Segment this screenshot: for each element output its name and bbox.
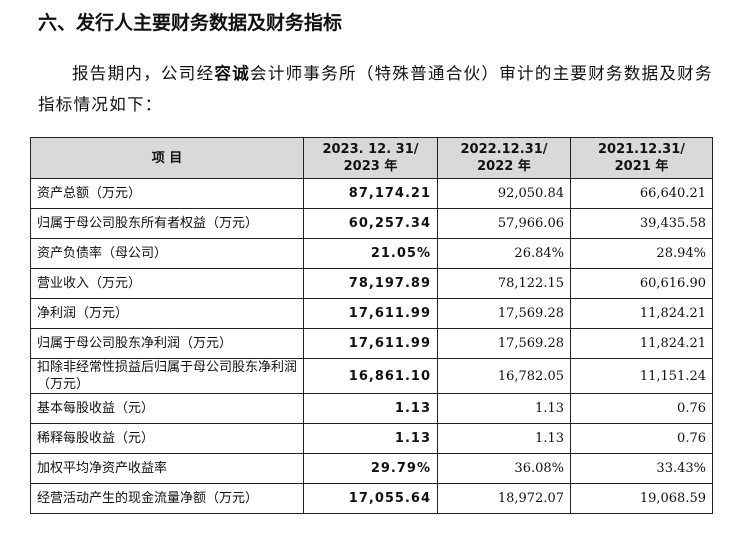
header-cell: 2023. 12. 31/2023 年 (303, 137, 438, 179)
table-cell: 33.43% (570, 453, 713, 484)
heading: 六、发行人主要财务数据及财务指标 (38, 12, 343, 34)
table-cell: 17,611.99 (303, 328, 438, 359)
table-cell: 净利润（万元） (30, 298, 304, 329)
table-cell: 11,824.21 (570, 328, 713, 359)
table-cell: 28.94% (570, 238, 713, 269)
table-row: 净利润（万元） 17,611.99 17,569.28 11,824.21 (30, 298, 713, 329)
table-cell: 92,050.84 (437, 178, 571, 209)
table-cell: 资产负债率（母公司） (30, 238, 304, 269)
table-cell: 1.13 (437, 393, 571, 424)
table-cell: 26.84% (437, 238, 571, 269)
header-line: 2021.12.31/ (598, 142, 685, 157)
table-cell: 19,068.59 (570, 483, 713, 514)
header-line: 2022.12.31/ (460, 142, 548, 157)
table-cell: 78,197.89 (303, 268, 438, 299)
header-cell: 项 目 (30, 137, 304, 179)
table-cell: 0.76 (570, 393, 713, 424)
table-cell: 21.05% (303, 238, 438, 269)
bold-text: 容诚 (214, 64, 251, 83)
table-cell: 36.08% (437, 453, 571, 484)
table-cell: 1.13 (303, 423, 438, 454)
table-cell: 扣除非经常性损益后归属于母公司股东净利润（万元） (30, 358, 304, 394)
table-cell: 营业收入（万元） (30, 268, 304, 299)
table-cell: 29.79% (303, 453, 438, 484)
header-line: 项 目 (151, 150, 183, 166)
table-cell: 归属于母公司股东所有者权益（万元） (30, 208, 304, 239)
table-cell: 17,055.64 (303, 483, 438, 514)
table-cell: 18,972.07 (437, 483, 571, 514)
table-cell: 基本每股收益（元） (30, 393, 304, 424)
table-cell: 87,174.21 (303, 178, 438, 209)
table-row: 加权平均净资产收益率 29.79% 36.08% 33.43% (30, 453, 713, 484)
table-cell: 11,824.21 (570, 298, 713, 329)
table-cell: 60,616.90 (570, 268, 713, 299)
table-cell: 经营活动产生的现金流量净额（万元） (30, 483, 304, 514)
table-cell: 78,122.15 (437, 268, 571, 299)
table-cell: 加权平均净资产收益率 (30, 453, 304, 484)
table-row: 稀释每股收益（元） 1.13 1.13 0.76 (30, 423, 713, 454)
table-row: 归属于母公司股东净利润（万元） 17,611.99 17,569.28 11,824.… (30, 328, 713, 359)
table-row: 归属于母公司股东所有者权益（万元） 60,257.34 57,966.06 39,43… (30, 208, 713, 239)
table-cell: 17,611.99 (303, 298, 438, 329)
table-cell: 归属于母公司股东净利润（万元） (30, 328, 304, 359)
paragraph: 报告期内，公司经容诚会计师事务所（特殊普通合伙）审计的主要财务数据及财务指标情况… (38, 58, 714, 120)
table-cell: 57,966.06 (437, 208, 571, 239)
table-row: 资产总额（万元） 87,174.21 92,050.84 66,640.21 (30, 178, 713, 209)
table-cell: 1.13 (437, 423, 571, 454)
header-line: 2023. 12. 31/ (322, 142, 419, 157)
text: 会计师事务所（特殊普通合伙）审计的主要财务数据及财务指标情况如下： (38, 64, 713, 114)
table-row: 扣除非经常性损益后归属于母公司股东净利润（万元） 16,861.10 16,782.… (30, 358, 713, 394)
table-cell: 1.13 (303, 393, 438, 424)
table-cell: 0.76 (570, 423, 713, 454)
table-cell: 17,569.28 (437, 328, 571, 359)
header-line: 2021 年 (614, 159, 669, 174)
text: 报告期内，公司经 (72, 64, 215, 83)
header-cell: 2022.12.31/2022 年 (437, 137, 571, 179)
table-cell: 16,782.05 (437, 358, 571, 394)
table-row: 营业收入（万元） 78,197.89 78,122.15 60,616.90 (30, 268, 713, 299)
header-line: 2023 年 (343, 159, 398, 174)
table-cell: 资产总额（万元） (30, 178, 304, 209)
table-cell: 稀释每股收益（元） (30, 423, 304, 454)
table-cell: 11,151.24 (570, 358, 713, 394)
header-cell: 2021.12.31/2021 年 (570, 137, 713, 179)
table-cell: 66,640.21 (570, 178, 713, 209)
table-cell: 39,435.58 (570, 208, 713, 239)
table-cell: 60,257.34 (303, 208, 438, 239)
table-body: 资产总额（万元） 87,174.21 92,050.84 66,640.21 归属于母公… (30, 178, 713, 514)
header-line: 2022 年 (477, 159, 531, 174)
table-row: 经营活动产生的现金流量净额（万元） 17,055.64 18,972.07 19,06… (30, 483, 713, 514)
table-cell: 16,861.10 (303, 358, 438, 394)
table-row: 资产负债率（母公司） 21.05% 26.84% 28.94% (30, 238, 713, 269)
table-row: 基本每股收益（元） 1.13 1.13 0.76 (30, 393, 713, 424)
table-cell: 17,569.28 (437, 298, 571, 329)
